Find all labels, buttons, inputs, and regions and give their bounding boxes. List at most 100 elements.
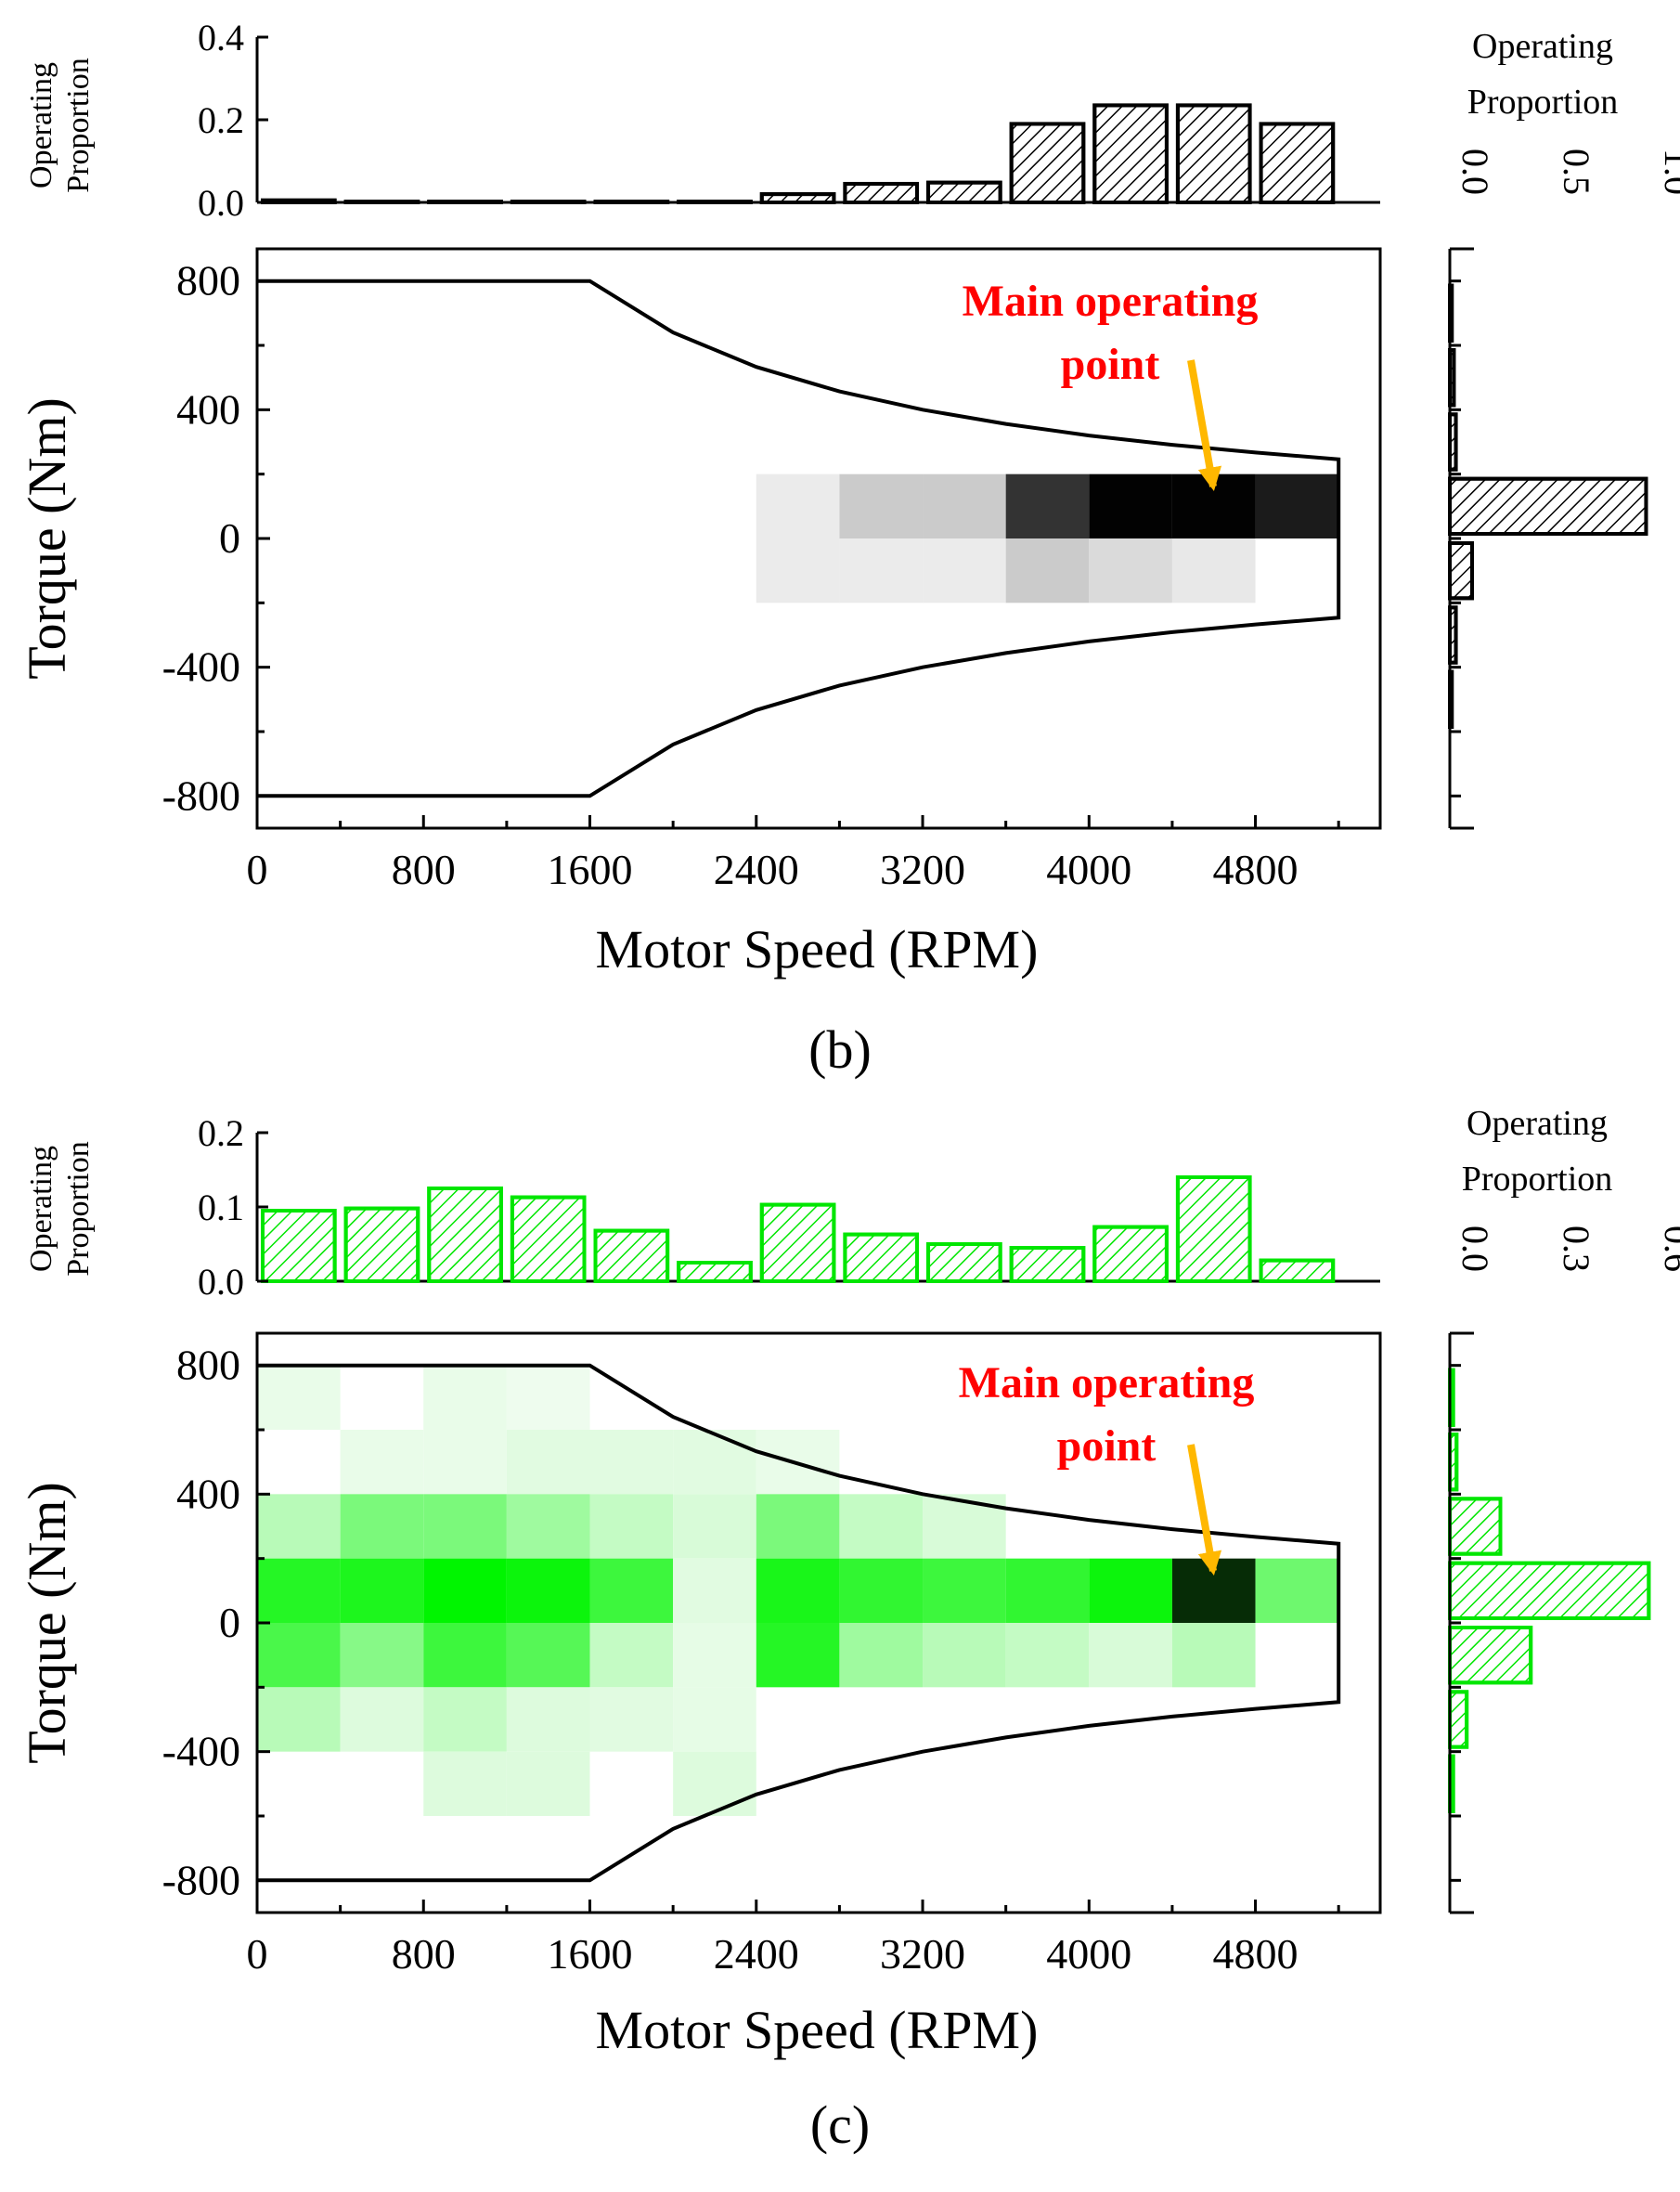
panel-c-heatmap-cell (257, 1558, 341, 1623)
panel-b-xtick-label: 3200 (880, 846, 965, 893)
panel-b-ytick-label: 400 (176, 385, 240, 433)
panel-c-heatmap-cell (673, 1494, 756, 1559)
panel-b-ytick-label: 800 (176, 257, 240, 305)
panel-c-heatmap-cell (923, 1558, 1006, 1623)
panel-b-top-hist-bar (427, 200, 503, 205)
panel-c-right-histogram: 0.0 0.3 0.6 Operating Proportion (1448, 1104, 1680, 1914)
panel-b-right-hist-bars (1448, 283, 1648, 730)
panel-c-right-hist-bars (1448, 1368, 1651, 1813)
panel-b-heatmap-cell (1089, 538, 1172, 603)
panel-c: 0.0 0.1 0.2 Operating Proportion 0 800 1600 2… (17, 1104, 1680, 2155)
panel-c-ytick-label: 400 (176, 1470, 240, 1517)
panel-c-top-hist-yticks: 0.0 0.1 0.2 (198, 1112, 268, 1303)
panel-c-top-hist-bar (1175, 1175, 1252, 1283)
panel-c-heatmap-cell (506, 1494, 590, 1559)
panel-b-top-hist-bar (1092, 103, 1169, 204)
panel-b-annotation: Main operating point (963, 277, 1258, 492)
panel-b-top-hist-bar (759, 192, 836, 205)
panel-b-heatmap-cells (756, 473, 1339, 603)
panel-c-top-hist-bar (1092, 1225, 1169, 1283)
panel-c-heatmap-cell (1171, 1623, 1256, 1688)
panel-b-right-hist-axes (1448, 247, 1474, 830)
panel-b-right-hist-xlabel-line2: Proportion (1467, 83, 1619, 122)
panel-c-heatmap-cell (506, 1751, 590, 1816)
panel-c-heatmap-cell (423, 1494, 507, 1559)
panel-b-top-histogram: 0.0 0.2 0.4 Operating Proportion (24, 17, 1380, 224)
panel-c-ylabel: Torque (Nm) (17, 1482, 77, 1764)
panel-b-right-histogram: 0.0 0.5 1.0 Operating Proportion (1448, 27, 1680, 830)
panel-c-top-hist-bars (261, 1175, 1336, 1283)
panel-c-heatmap-cell (506, 1623, 590, 1688)
panel-b-top-hist-ytick-label: 0.4 (198, 17, 244, 58)
panel-c-top-hist-bar (677, 1261, 753, 1283)
panel-c-heatmap-cell (1089, 1558, 1172, 1623)
panel-c-ytick-label: -400 (162, 1728, 240, 1775)
panel-c-heatmap-cell (589, 1558, 674, 1623)
panel-b-top-hist-bar (343, 200, 420, 205)
panel-c-torque-envelope (257, 1363, 1341, 1883)
panel-b: 0.0 0.2 0.4 Operating Proportion 0 800 1600 2… (17, 17, 1680, 1080)
panel-c-xtick-label: 4800 (1213, 1930, 1299, 1978)
panel-c-ytick-label: 0 (219, 1599, 240, 1646)
panel-b-heatmap-cell (1089, 473, 1172, 538)
panel-c-heatmap-cell (423, 1558, 507, 1623)
panel-b-top-hist-bar (593, 200, 670, 205)
panel-b-top-hist-ylabel-line2: Proportion (61, 58, 96, 192)
panel-b-heatmap-cell (756, 473, 840, 538)
panel-b-ytick-label: -400 (162, 643, 240, 691)
panel-c-heatmap-cell (923, 1494, 1006, 1559)
panel-b-top-hist-bar (1175, 103, 1252, 204)
panel-c-annotation-arrow (1187, 1444, 1222, 1576)
panel-b-top-hist-bars (261, 103, 1336, 205)
panel-c-ytick-label: -800 (162, 1856, 240, 1903)
panel-c-heatmap-cell (839, 1494, 924, 1559)
panel-b-top-hist-ytick-label: 0.0 (198, 182, 244, 224)
panel-c-top-hist-ytick-label: 0.1 (198, 1187, 244, 1228)
panel-c-heatmap-cell (589, 1623, 674, 1688)
panel-c-top-hist-ylabel-line2: Proportion (61, 1141, 96, 1276)
panel-c-annotation-line2: point (1057, 1421, 1157, 1471)
panel-c-right-hist-bar (1448, 1561, 1651, 1620)
panel-b-top-hist-bar (677, 200, 753, 205)
panel-c-heatmap-cell (673, 1687, 756, 1752)
panel-c-heatmap-cell (423, 1751, 507, 1816)
panel-c-heatmap-cell (756, 1623, 840, 1688)
panel-b-top-hist-bar (843, 181, 920, 205)
panel-c-heatmap-cell (673, 1430, 756, 1495)
panel-c-right-hist-bar (1448, 1690, 1469, 1749)
panel-c-heatmap-cell (1089, 1623, 1172, 1688)
panel-b-torque-envelope (257, 279, 1341, 798)
panel-c-annotation: Main operating point (959, 1358, 1254, 1576)
panel-c-top-histogram: 0.0 0.1 0.2 Operating Proportion (24, 1112, 1380, 1303)
panel-c-xtick-label: 2400 (714, 1930, 799, 1978)
panel-c-heatmap-cell (423, 1623, 507, 1688)
panel-c-heatmap-cell (423, 1430, 507, 1495)
panel-c-right-hist-xtick-label: 0.3 (1556, 1226, 1597, 1272)
panel-c-top-hist-bar (759, 1202, 836, 1283)
panel-c-label: (c) (810, 2095, 870, 2155)
panel-b-right-hist-xtick-label: 0.5 (1556, 149, 1597, 195)
panel-b-right-hist-bar (1448, 476, 1648, 537)
panel-c-xticks: 0 800 1600 2400 3200 4000 4800 (247, 1900, 1340, 1978)
panel-c-top-hist-ytick-label: 0.0 (198, 1261, 244, 1303)
panel-c-xtick-label: 3200 (880, 1930, 965, 1978)
panel-b-top-hist-ytick-label: 0.2 (198, 99, 244, 141)
panel-c-top-hist-bar (510, 1195, 587, 1283)
panel-b-xlabel: Motor Speed (RPM) (596, 919, 1039, 979)
panel-c-heatmap-cell (1005, 1558, 1090, 1623)
panel-c-right-hist-xlabel-line2: Proportion (1462, 1160, 1613, 1199)
panel-c-top-hist-bar (261, 1209, 337, 1283)
panel-c-top-hist-ytick-label: 0.2 (198, 1112, 244, 1154)
panel-c-heatmap-cell (340, 1430, 424, 1495)
panel-c-ytick-label: 800 (176, 1342, 240, 1389)
panel-b-heatmap-cell (923, 538, 1006, 603)
panel-c-heatmap-cell (506, 1558, 590, 1623)
panel-c-heatmap-cells (257, 1365, 1339, 1816)
panel-b-right-hist-xticks: 0.0 0.5 1.0 (1454, 149, 1680, 195)
panel-c-heatmap-cell (257, 1623, 341, 1688)
panel-c-heatmap-cell (673, 1623, 756, 1688)
panel-b-ytick-label: 0 (219, 514, 240, 562)
panel-b-top-hist-bar (261, 198, 337, 204)
panel-c-heatmap-cell (923, 1623, 1006, 1688)
